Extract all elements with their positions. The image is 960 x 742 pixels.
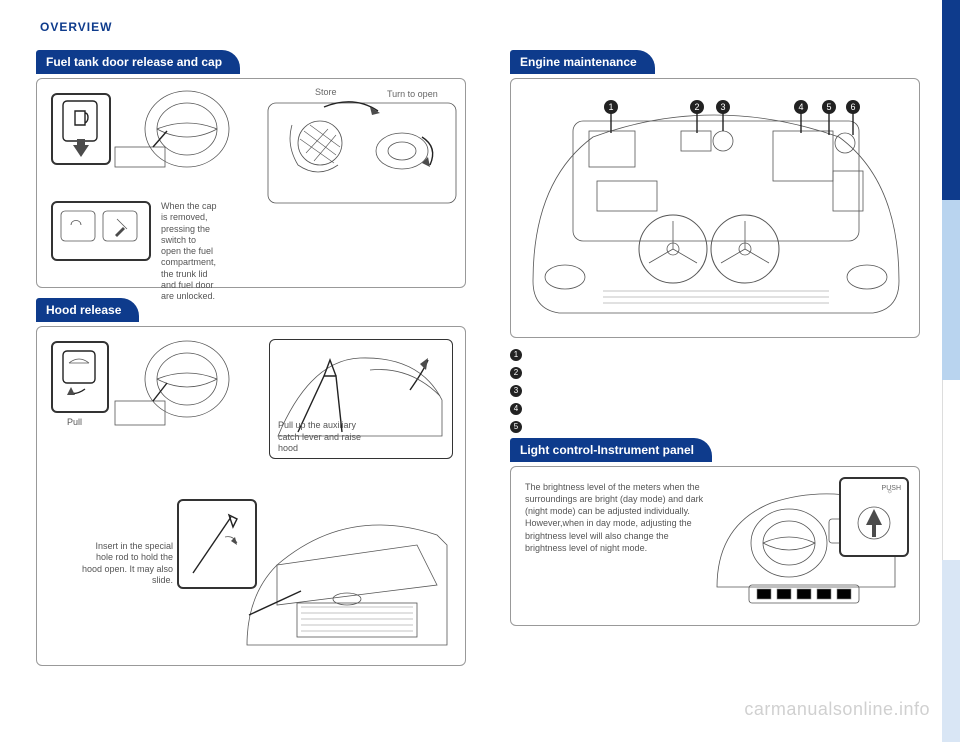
light-body-text: The brightness level of the meters when … [525, 481, 705, 554]
svg-text:5: 5 [826, 102, 831, 112]
hood-open-car [237, 495, 457, 655]
side-tabs [942, 0, 960, 742]
svg-text:4: 4 [798, 102, 803, 112]
hood-rod-icon [179, 501, 255, 587]
push-button-inset: ☼ PUSH [839, 477, 909, 557]
legend-num-4: 4 [510, 403, 522, 415]
hood-catch-panel: Pull up the auxiliary catch lever and ra… [269, 339, 453, 459]
side-tab-1 [942, 0, 960, 200]
light-tab: Light control-Instrument panel [510, 438, 712, 462]
hood-tab: Hood release [36, 298, 139, 322]
hood-steering-diagram [107, 335, 257, 435]
fuel-button-inset [51, 93, 111, 165]
legend-num-5: 5 [510, 421, 522, 433]
side-tab-3 [942, 380, 960, 560]
hood-pull-inset [51, 341, 109, 413]
svg-text:1: 1 [608, 102, 613, 112]
rod-note-text: Insert in the special hole rod to hold t… [81, 541, 173, 586]
side-tab-4 [942, 560, 960, 742]
legend-num-3: 3 [510, 385, 522, 397]
engine-tab: Engine maintenance [510, 50, 655, 74]
svg-text:2: 2 [694, 102, 699, 112]
push-label: PUSH [882, 485, 901, 492]
overview-header: OVERVIEW [40, 20, 112, 34]
hood-pull-icon [53, 343, 107, 411]
side-tab-2 [942, 200, 960, 380]
watermark: carmanualsonline.info [744, 699, 930, 720]
fuel-note-text: When the cap is removed, pressing the sw… [161, 201, 217, 302]
engine-legend: 1 2 3 4 5 6 [510, 344, 920, 452]
steering-wheel-diagram [107, 87, 257, 177]
fuel-button-icon [53, 95, 109, 163]
fuel-tab: Fuel tank door release and cap [36, 50, 240, 74]
fuel-switch-inset [51, 201, 151, 261]
engine-bay-diagram: 1 2 3 4 5 6 [513, 81, 919, 337]
svg-text:6: 6 [850, 102, 855, 112]
legend-num-2: 2 [510, 367, 522, 379]
fuel-switch-icon [53, 203, 149, 259]
fuel-cap-diagram [262, 85, 462, 225]
catch-label: Pull up the auxiliary catch lever and ra… [278, 420, 378, 454]
hood-rod-inset [177, 499, 257, 589]
legend-num-1: 1 [510, 349, 522, 361]
svg-text:3: 3 [720, 102, 725, 112]
pull-label: Pull [67, 417, 82, 427]
